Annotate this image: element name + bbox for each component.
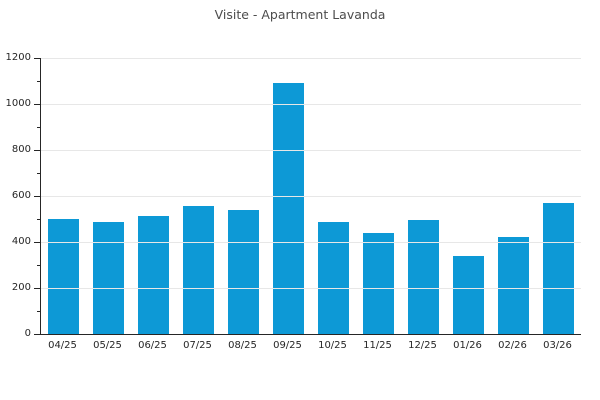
chart-title: Visite - Apartment Lavanda: [214, 7, 386, 22]
y-tick-label-600: 600: [11, 190, 31, 201]
bar-slot-07/25: [176, 58, 221, 334]
bar-slot-08/25: [221, 58, 266, 334]
y-tick-label-1000: 1000: [5, 98, 31, 109]
y-tick-label-800: 800: [11, 144, 31, 155]
gridline-600: [41, 195, 581, 197]
x-tick-label-10/25: 10/25: [318, 340, 347, 351]
bar-01/26: [453, 255, 484, 334]
y-tick-mark-1000: [34, 103, 40, 105]
bar-12/25: [408, 220, 439, 334]
y-tick-mark-0: [34, 333, 40, 335]
y-tick-label-400: 400: [11, 236, 31, 247]
bar-04/25: [48, 219, 79, 334]
bar-05/25: [93, 222, 124, 334]
y-minor-tick-500: [37, 218, 40, 220]
y-minor-tick-300: [37, 264, 40, 266]
x-tick-label-07/25: 07/25: [183, 340, 212, 351]
bars-container: [41, 58, 581, 334]
bar-slot-02/26: [491, 58, 536, 334]
bar-slot-03/26: [536, 58, 581, 334]
y-minor-tick-1100: [37, 80, 40, 82]
y-tick-mark-400: [34, 241, 40, 243]
bar-06/25: [138, 215, 169, 334]
bar-slot-11/25: [356, 58, 401, 334]
bar-10/25: [318, 222, 349, 334]
y-tick-mark-600: [34, 195, 40, 197]
bar-11/25: [363, 232, 394, 334]
plot-area: 0 200 400 600 800 1000 1200: [6, 52, 581, 339]
gridline-200: [41, 287, 581, 289]
bar-02/26: [498, 237, 529, 334]
bar-slot-12/25: [401, 58, 446, 334]
gridline-1000: [41, 103, 581, 105]
x-axis-labels: 04/25 05/25 06/25 07/25 08/25 09/25 10/25 11/25…: [40, 340, 580, 351]
y-tick-label-1200: 1200: [5, 52, 31, 63]
bar-08/25: [228, 209, 259, 334]
bar-slot-05/25: [86, 58, 131, 334]
y-tick-mark-800: [34, 149, 40, 151]
y-tick-mark-1200: [34, 57, 40, 59]
x-tick-label-02/26: 02/26: [498, 340, 527, 351]
bar-slot-04/25: [41, 58, 86, 334]
bar-03/26: [543, 202, 574, 334]
bar-09/25: [273, 83, 304, 334]
y-tick-label-200: 200: [11, 282, 31, 293]
gridline-400: [41, 241, 581, 243]
x-tick-label-04/25: 04/25: [48, 340, 77, 351]
x-tick-label-05/25: 05/25: [93, 340, 122, 351]
x-tick-label-03/26: 03/26: [543, 340, 572, 351]
gridline-800: [41, 149, 581, 151]
x-tick-label-09/25: 09/25: [273, 340, 302, 351]
x-tick-label-12/25: 12/25: [408, 340, 437, 351]
x-tick-label-06/25: 06/25: [138, 340, 167, 351]
bar-slot-09/25: [266, 58, 311, 334]
gridline-1200: [41, 57, 581, 59]
y-tick-mark-200: [34, 287, 40, 289]
bar-07/25: [183, 206, 214, 334]
y-tick-label-0: 0: [24, 328, 31, 339]
y-minor-tick-900: [37, 126, 40, 128]
x-tick-label-08/25: 08/25: [228, 340, 257, 351]
bar-slot-01/26: [446, 58, 491, 334]
bar-slot-06/25: [131, 58, 176, 334]
y-minor-tick-700: [37, 172, 40, 174]
y-minor-tick-100: [37, 310, 40, 312]
x-tick-label-11/25: 11/25: [363, 340, 392, 351]
bar-slot-10/25: [311, 58, 356, 334]
x-tick-label-01/26: 01/26: [453, 340, 482, 351]
